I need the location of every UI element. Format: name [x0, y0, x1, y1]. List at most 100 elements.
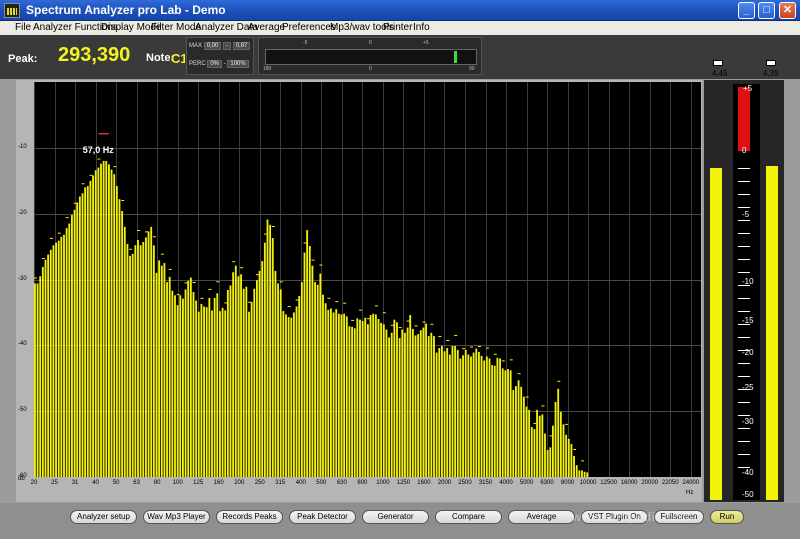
- x-tick-label: 160: [213, 480, 224, 486]
- fullscreen-button[interactable]: Fullscreen: [654, 510, 704, 524]
- spectrum-bar: [100, 163, 102, 477]
- spectrum-bar: [47, 254, 50, 477]
- peak-hold-marker: [414, 325, 418, 327]
- menu-preferences[interactable]: Preferences: [282, 22, 336, 33]
- spectrum-bar: [546, 450, 549, 477]
- vu-segment: [738, 207, 750, 208]
- menu-filter-mode[interactable]: Filter Mode: [151, 22, 202, 33]
- peak-marker: [98, 133, 109, 135]
- x-tick-label: 1250: [396, 480, 411, 486]
- spectrum-bar: [335, 309, 338, 478]
- perc-label: PERC: [189, 61, 206, 67]
- run-button[interactable]: Run: [710, 510, 744, 524]
- peak-hold-marker: [311, 259, 315, 261]
- spectrum-bar: [229, 285, 232, 477]
- peak-hold-marker: [168, 268, 172, 270]
- wav-mp3-player-button[interactable]: Wav Mp3 Player: [143, 510, 210, 524]
- peak-hold-marker: [160, 253, 164, 255]
- spectrum-bar: [224, 310, 227, 477]
- vu-segment: [738, 337, 750, 338]
- vu-segment: [738, 467, 750, 468]
- vu-segment: [738, 181, 750, 182]
- spectrum-bar: [187, 280, 190, 477]
- spectrum-bar: [118, 199, 121, 477]
- menu-mp3-wav-tools[interactable]: Mp3/wav tools: [330, 22, 394, 33]
- perc-value-field[interactable]: 0%: [207, 60, 223, 68]
- spectrum-bar: [533, 428, 536, 477]
- spectrum-bar: [337, 313, 340, 477]
- peak-hold-marker: [208, 288, 212, 290]
- spectrum-bar: [388, 337, 390, 477]
- menu-analyzer-data[interactable]: Analyzer Data: [195, 22, 258, 33]
- x-tick-label: 1000: [376, 480, 390, 486]
- spectrum-bar: [372, 313, 375, 477]
- app-icon: [4, 3, 20, 18]
- maximize-button[interactable]: □: [758, 2, 775, 19]
- spectrum-bar: [293, 312, 295, 477]
- close-button[interactable]: ✕: [779, 2, 796, 19]
- spectrum-bar: [131, 253, 134, 477]
- spectrum-bar: [73, 209, 76, 477]
- peak-hold-marker: [557, 380, 561, 382]
- x-axis-label: db: [18, 476, 25, 482]
- peak-hold-marker: [81, 183, 85, 185]
- perc-value2-field[interactable]: 100%: [227, 60, 249, 68]
- x-tick-label: 250: [254, 480, 265, 486]
- spectrum-bar: [430, 332, 433, 477]
- spectrum-bar: [517, 380, 520, 477]
- menu-analyzer-functions[interactable]: Analyzer Functions: [33, 22, 119, 33]
- spectrum-bar: [520, 386, 523, 477]
- x-tick-label: 63: [133, 480, 140, 486]
- meter-tick-top: +5: [423, 40, 429, 46]
- vu-scale-label: -5: [742, 210, 750, 219]
- x-tick-label: 5000: [519, 480, 534, 486]
- spectrum-bar: [155, 272, 158, 477]
- vu-scale-column: [733, 84, 760, 500]
- spectrum-bar: [287, 317, 290, 477]
- spectrum-bar: [52, 245, 55, 477]
- spectrum-bar: [34, 283, 36, 477]
- peak-hold-marker: [335, 301, 339, 303]
- minimize-button[interactable]: _: [738, 2, 755, 19]
- peak-label: Peak:: [8, 53, 38, 65]
- spectrum-bar: [158, 260, 161, 477]
- x-tick-label: 2000: [437, 480, 452, 486]
- x-tick-label: 315: [275, 480, 286, 486]
- menu-file[interactable]: File: [15, 22, 32, 33]
- spectrum-bar: [522, 396, 525, 477]
- x-tick-label: 500: [316, 480, 327, 486]
- analyzer-setup-button[interactable]: Analyzer setup: [70, 510, 137, 524]
- menu-printer[interactable]: Printer: [383, 22, 413, 33]
- average-button[interactable]: Average: [508, 510, 575, 524]
- max-value2-field[interactable]: 0,87: [232, 42, 251, 50]
- spectrum-bar: [240, 274, 242, 477]
- menu-average[interactable]: Average: [248, 22, 286, 33]
- title-bar: Spectrum Analyzer pro Lab - Demo _ □ ✕: [0, 0, 800, 21]
- peak-hold-marker: [549, 435, 553, 437]
- compare-button[interactable]: Compare: [435, 510, 502, 524]
- peak-hold-marker: [509, 359, 513, 361]
- peak-hold-marker: [382, 312, 386, 314]
- spectrum-bar: [63, 234, 65, 477]
- spectrum-display[interactable]: 57,0 Hz: [34, 82, 701, 478]
- records-peaks-button[interactable]: Records Peaks: [216, 510, 283, 524]
- spectrum-bar: [393, 319, 396, 477]
- x-tick-label: 400: [295, 480, 306, 486]
- spectrum-bar: [102, 161, 105, 477]
- spectrum-bar: [245, 286, 248, 477]
- menu-display-mode[interactable]: Display Mode: [101, 22, 162, 33]
- spectrum-bar: [86, 186, 89, 477]
- vu-scale-label: 0: [742, 146, 747, 155]
- spectrum-bar: [152, 245, 155, 477]
- menu-info[interactable]: Info: [413, 22, 430, 33]
- max-value-field[interactable]: 0,00: [203, 42, 222, 50]
- x-tick-label: 630: [336, 480, 347, 486]
- generator-button[interactable]: Generator: [362, 510, 429, 524]
- peak-detector-button[interactable]: Peak Detector: [289, 510, 356, 524]
- vst-plugin-button[interactable]: VST Plugin On: [581, 510, 648, 524]
- vu-right-indicator: [766, 60, 776, 66]
- vu-left-indicator: [713, 60, 723, 66]
- peak-hold-marker: [73, 202, 77, 204]
- x-tick-label: 20: [30, 480, 38, 486]
- spectrum-bar: [250, 301, 253, 477]
